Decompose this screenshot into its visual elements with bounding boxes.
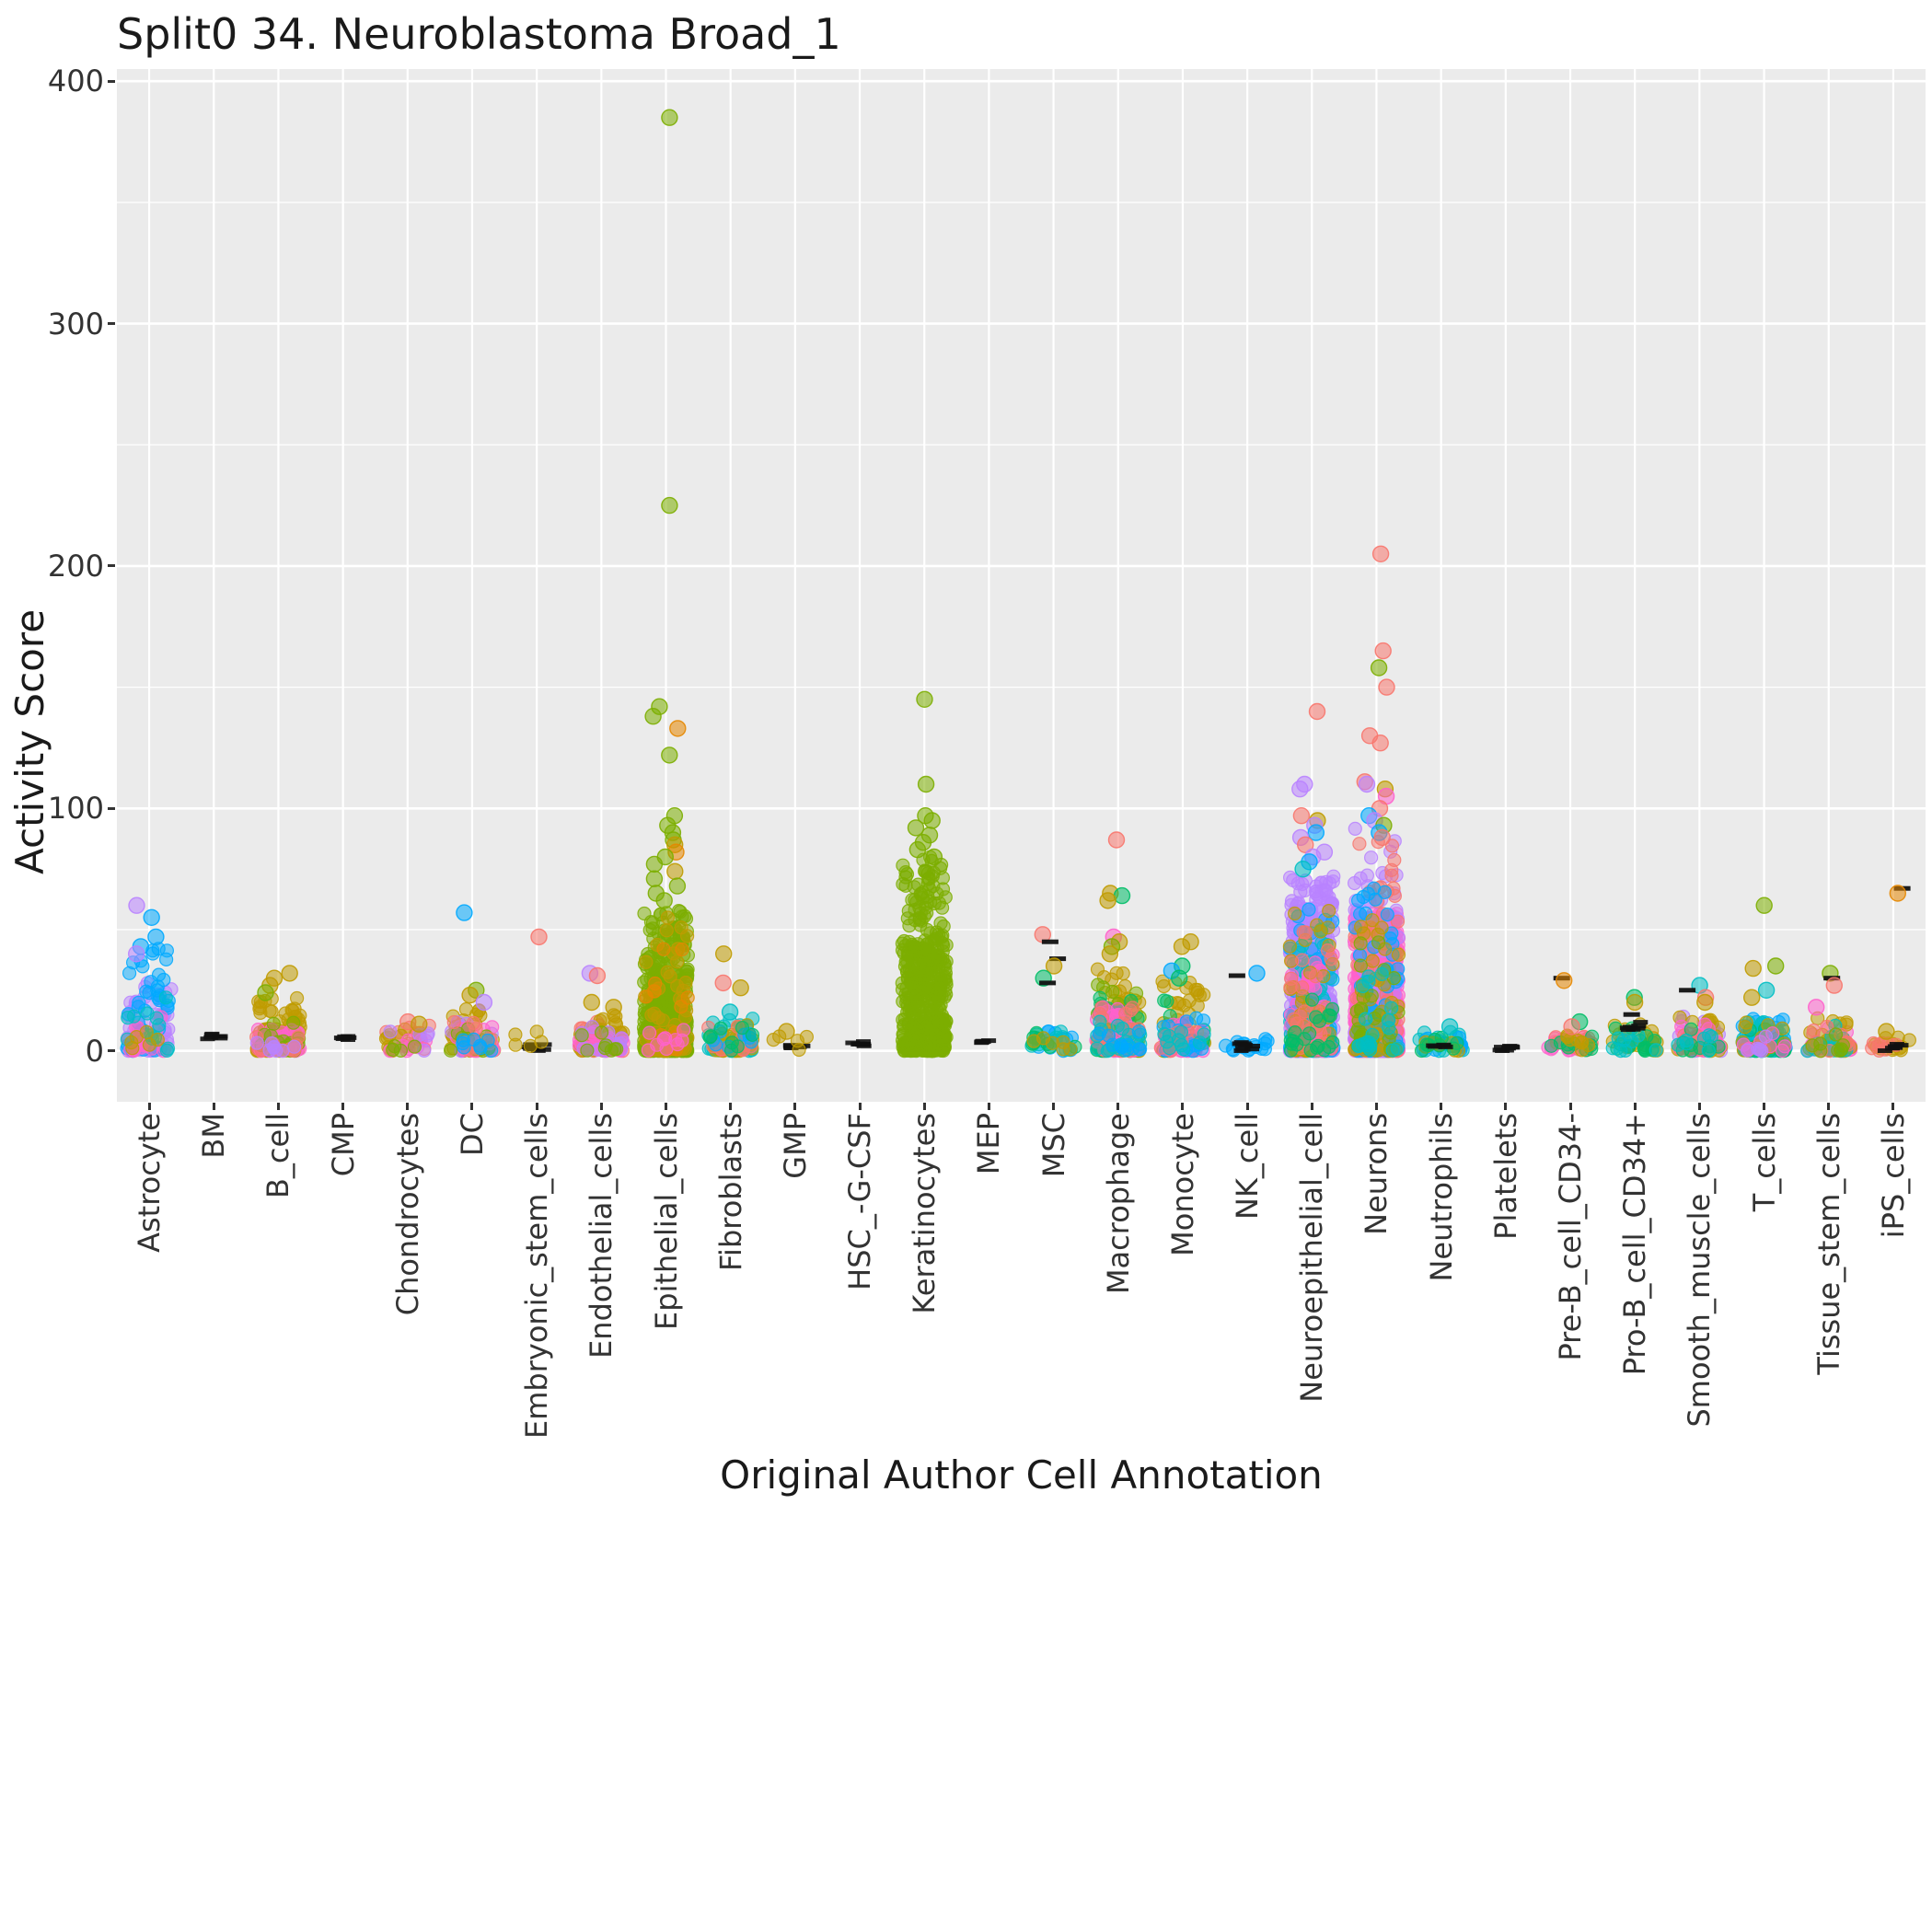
x-tick-label: Platelets <box>1487 1113 1523 1240</box>
plot-points-layer <box>117 69 1926 1102</box>
x-tick-label: CMP <box>325 1113 361 1177</box>
x-tick-label: MEP <box>971 1113 1007 1175</box>
x-tick-label: Tissue_stem_cells <box>1811 1113 1846 1375</box>
x-tick-label: iPS_cells <box>1875 1113 1911 1239</box>
x-tick-mark <box>470 1103 474 1110</box>
x-tick-mark <box>987 1103 990 1110</box>
x-tick-mark <box>1568 1103 1572 1110</box>
x-tick-label: DC <box>454 1113 490 1156</box>
x-tick-label: BM <box>196 1113 232 1159</box>
x-axis-title: Original Author Cell Annotation <box>720 1452 1323 1498</box>
x-tick-mark <box>1052 1103 1056 1110</box>
x-tick-label: Chondrocytes <box>389 1113 425 1316</box>
x-tick-mark <box>212 1103 215 1110</box>
plot-panel <box>117 69 1926 1102</box>
x-tick-label: T_cells <box>1746 1113 1782 1212</box>
x-tick-label: Pre-B_cell_CD34- <box>1553 1113 1589 1361</box>
x-tick-label: Neurons <box>1359 1113 1394 1235</box>
x-tick-label: Fibroblasts <box>712 1113 748 1272</box>
x-tick-label: NK_cell <box>1230 1113 1266 1220</box>
x-tick-label: Neutrophils <box>1423 1113 1459 1282</box>
x-tick-mark <box>1697 1103 1701 1110</box>
x-tick-mark <box>1763 1103 1766 1110</box>
x-tick-mark <box>276 1103 280 1110</box>
y-tick-mark <box>108 564 115 568</box>
y-tick-label: 0 <box>85 1033 104 1069</box>
x-tick-label: MSC <box>1035 1113 1071 1178</box>
x-tick-mark <box>599 1103 603 1110</box>
y-tick-label: 300 <box>47 306 104 341</box>
x-tick-mark <box>665 1103 668 1110</box>
x-tick-mark <box>729 1103 733 1110</box>
x-tick-mark <box>1633 1103 1637 1110</box>
x-tick-mark <box>1245 1103 1249 1110</box>
x-tick-label: Epithelial_cells <box>648 1113 684 1330</box>
y-tick-label: 400 <box>47 64 104 99</box>
x-tick-mark <box>858 1103 862 1110</box>
x-tick-mark <box>1892 1103 1895 1110</box>
y-axis-title: Activity Score <box>7 608 52 874</box>
x-tick-label: B_cell <box>260 1113 296 1199</box>
chart-title: Split0 34. Neuroblastoma Broad_1 <box>117 9 841 59</box>
x-tick-label: Pro-B_cell_CD34+ <box>1617 1113 1653 1376</box>
y-tick-mark <box>108 806 115 810</box>
x-tick-label: Smooth_muscle_cells <box>1682 1113 1718 1428</box>
x-tick-label: Astrocyte <box>132 1113 168 1253</box>
x-tick-mark <box>1827 1103 1831 1110</box>
y-tick-label: 100 <box>47 791 104 827</box>
x-tick-mark <box>1181 1103 1185 1110</box>
x-tick-label: Monocyte <box>1164 1113 1200 1256</box>
x-tick-label: Endothelial_cells <box>584 1113 619 1359</box>
x-tick-label: Embryonic_stem_cells <box>519 1113 555 1439</box>
x-tick-mark <box>1116 1103 1120 1110</box>
x-tick-mark <box>1374 1103 1378 1110</box>
x-tick-mark <box>406 1103 410 1110</box>
x-tick-label: Macrophage <box>1100 1113 1136 1295</box>
y-tick-label: 200 <box>47 548 104 584</box>
x-tick-mark <box>1440 1103 1443 1110</box>
x-tick-mark <box>147 1103 151 1110</box>
x-tick-label: Neuroepithelial_cell <box>1294 1113 1330 1403</box>
x-tick-mark <box>1504 1103 1508 1110</box>
x-tick-mark <box>341 1103 345 1110</box>
x-tick-label: Keratinocytes <box>907 1113 943 1314</box>
x-tick-label: HSC_-G-CSF <box>842 1113 878 1290</box>
x-tick-mark <box>1310 1103 1313 1110</box>
x-tick-mark <box>535 1103 538 1110</box>
y-tick-mark <box>108 1049 115 1053</box>
y-tick-mark <box>108 79 115 83</box>
x-tick-mark <box>793 1103 797 1110</box>
x-tick-mark <box>922 1103 926 1110</box>
y-tick-mark <box>108 322 115 326</box>
x-tick-label: GMP <box>777 1113 813 1179</box>
